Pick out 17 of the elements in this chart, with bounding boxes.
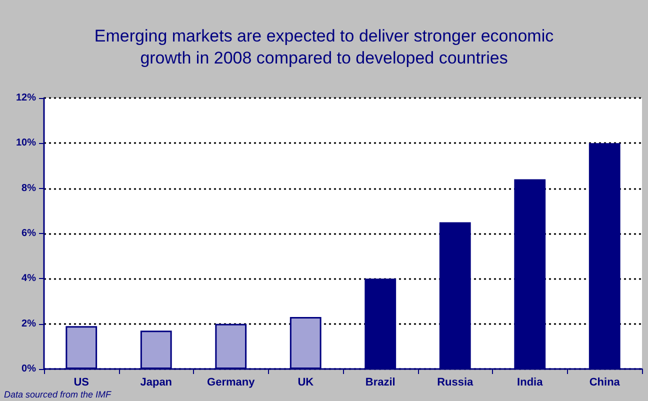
y-tick-label: 4% bbox=[22, 273, 36, 284]
y-tick-label: 8% bbox=[22, 182, 36, 194]
x-tick-label: Japan bbox=[140, 376, 172, 388]
chart-title: Emerging markets are expected to deliver stronger economic growth in 2008 compared to developed countries bbox=[94, 26, 554, 68]
x-tick-label: US bbox=[74, 376, 90, 388]
x-tick-label: Germany bbox=[207, 376, 256, 388]
y-tick-label: 2% bbox=[22, 318, 36, 330]
x-tick-label: China bbox=[589, 376, 621, 388]
y-tick-label: 10% bbox=[16, 138, 36, 149]
y-tick-label: 6% bbox=[22, 228, 36, 239]
x-tick-label: Brazil bbox=[365, 376, 396, 388]
x-tick-label: Russia bbox=[437, 376, 474, 388]
text: Data sourced from the IMF bbox=[4, 390, 112, 400]
x-tick-label: India bbox=[517, 376, 544, 388]
x-tick-label: UK bbox=[298, 376, 314, 388]
y-tick-label: 0% bbox=[22, 364, 36, 374]
y-tick-label: 12% bbox=[16, 92, 36, 104]
